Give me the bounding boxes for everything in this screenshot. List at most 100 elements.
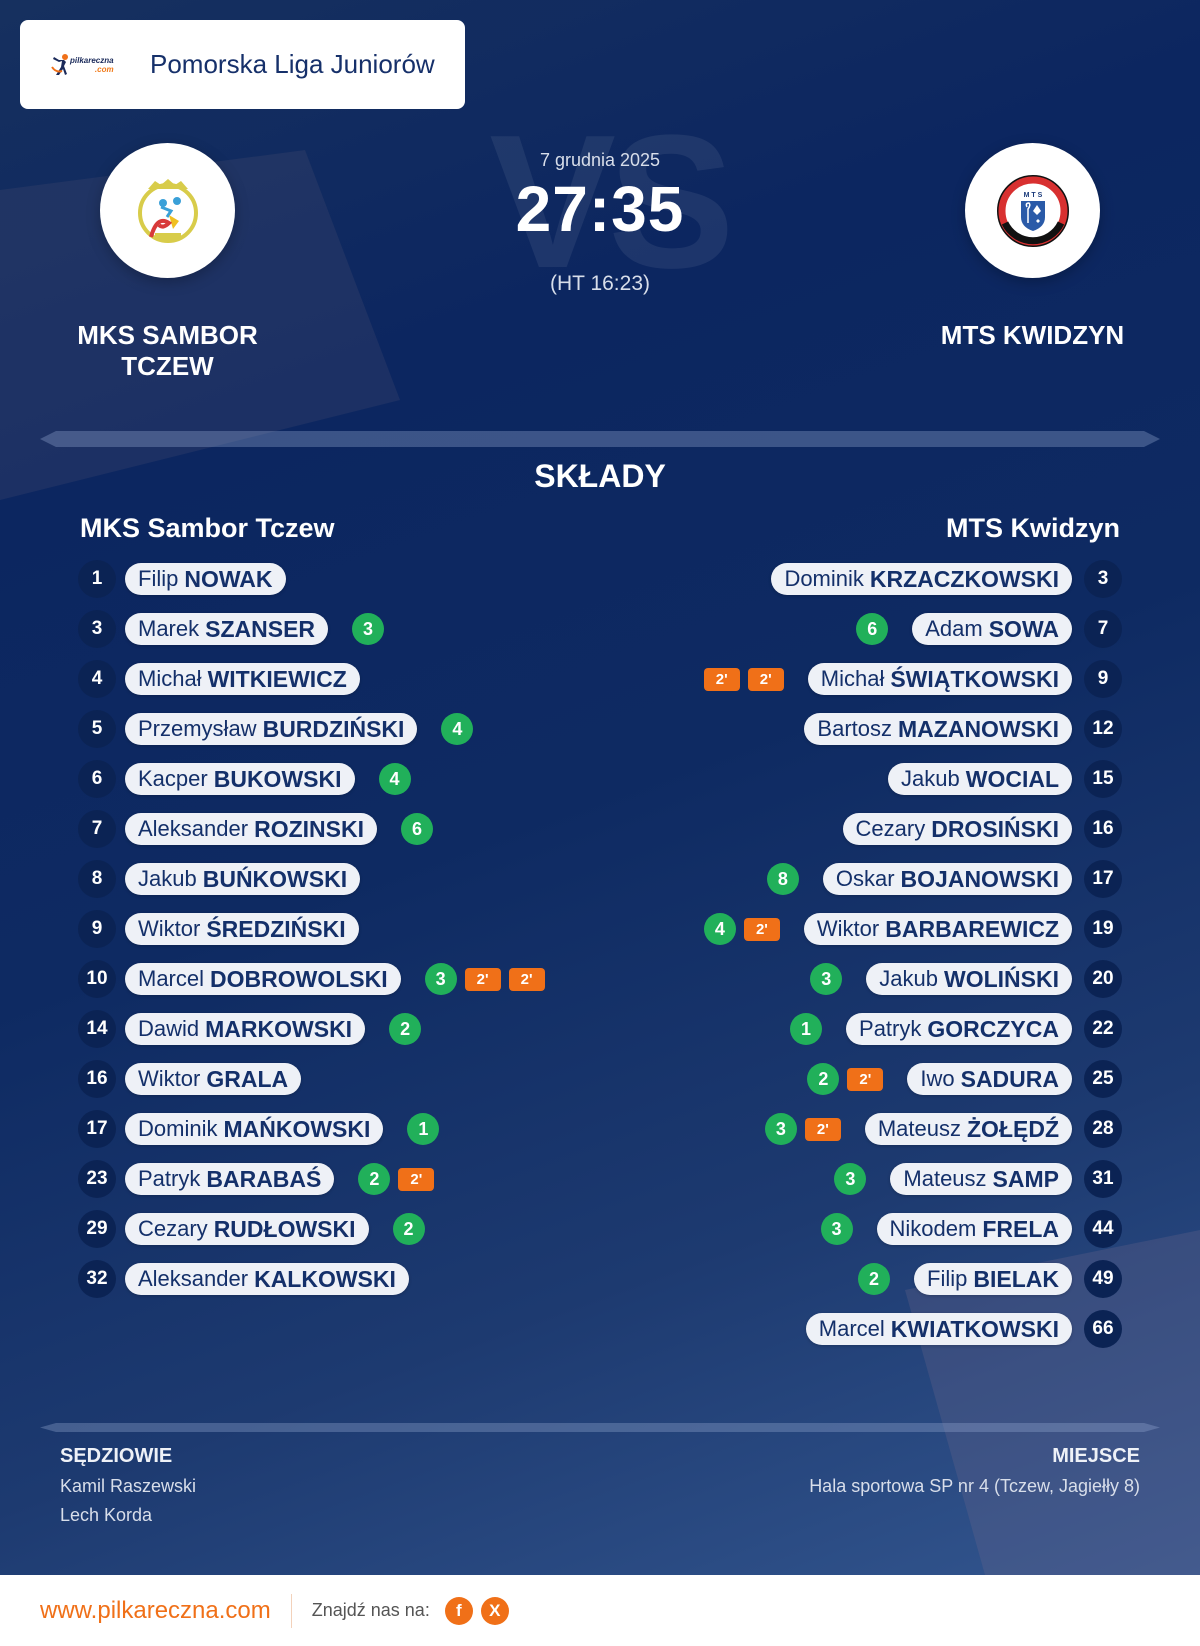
goals-badge: 3 [764,1113,797,1145]
player-row: Cezary DROSIŃSKI 16 [704,804,1122,854]
away-team-name: MTS KWIDZYN [940,320,1125,350]
referee-name: Lech Korda [60,1505,153,1525]
jersey-number: 31 [1084,1160,1122,1198]
player-first-name: Adam [925,616,983,641]
jersey-number: 66 [1084,1310,1122,1348]
pilkareczna-logo[interactable]: pilkareczna .com [50,50,130,80]
halftime-score: (HT 16:23) [550,272,650,295]
goals-badge: 4 [378,763,411,795]
player-name[interactable]: Nikodem FRELA [876,1213,1072,1245]
player-stats: 1 [407,1113,440,1145]
jersey-number: 19 [1084,910,1122,948]
x-icon[interactable]: X [480,1596,509,1625]
player-row: 8 Jakub BUŃKOWSKI [78,854,545,904]
player-row: Jakub WOCIAL 15 [704,754,1122,804]
player-last-name: FRELA [982,1215,1059,1242]
player-name[interactable]: Dominik KRZACZKOWSKI [771,563,1072,595]
penalty-badge: 2' [703,667,740,691]
player-row: 14 Dawid MARKOWSKI 2 [78,1004,545,1054]
player-first-name: Oskar [835,866,895,891]
goals-badge: 3 [834,1163,867,1195]
away-lineup-title: MTS Kwidzyn [946,513,1120,543]
player-stats: 2' 2' [703,667,784,691]
player-name[interactable]: Kacper BUKOWSKI [125,763,355,795]
jersey-number: 7 [1084,610,1122,648]
player-first-name: Michał [138,666,202,691]
referees-label: SĘDZIOWIE [60,1445,173,1467]
player-name[interactable]: Filip BIELAK [914,1263,1072,1295]
player-stats: 2 2' [358,1163,435,1195]
player-first-name: Dawid [138,1016,200,1041]
player-name[interactable]: Jakub BUŃKOWSKI [125,863,361,895]
player-name[interactable]: Dawid MARKOWSKI [125,1013,366,1045]
player-row: 23 Patryk BARABAŚ 2 2' [78,1154,545,1204]
goals-badge: 1 [407,1113,440,1145]
player-name[interactable]: Wiktor GRALA [125,1063,302,1095]
player-name[interactable]: Cezary RUDŁOWSKI [125,1213,369,1245]
player-stats: 6 [400,813,433,845]
player-name[interactable]: Mateusz SAMP [890,1163,1072,1195]
lineups-title: SKŁADY [534,458,666,494]
player-name[interactable]: Mateusz ŻOŁĘDŹ [864,1113,1072,1145]
venue-label: MIEJSCE [1052,1445,1140,1467]
footer-separator [290,1593,292,1628]
player-name[interactable]: Filip NOWAK [125,563,286,595]
player-name[interactable]: Patryk BARABAŚ [125,1163,335,1195]
player-row: 29 Cezary RUDŁOWSKI 2 [78,1204,545,1254]
website-link[interactable]: www.pilkareczna.com [40,1596,271,1624]
jersey-number: 20 [1084,960,1122,998]
player-last-name: BUKOWSKI [213,765,342,792]
player-last-name: ŚREDZIŃSKI [206,915,346,942]
player-name[interactable]: Marcel DOBROWOLSKI [125,963,401,995]
jersey-number: 8 [78,860,116,898]
goals-badge: 1 [790,1013,823,1045]
jersey-number: 29 [78,1210,116,1248]
player-name[interactable]: Wiktor ŚREDZIŃSKI [125,913,359,945]
player-row: 32 Aleksander KALKOWSKI [78,1254,545,1304]
player-name[interactable]: Aleksander KALKOWSKI [125,1263,409,1295]
player-name[interactable]: Aleksander ROZINSKI [125,813,377,845]
player-name[interactable]: Marcel KWIATKOWSKI [805,1313,1072,1345]
home-team-name: MKS SAMBOR TCZEW [65,320,270,382]
player-name[interactable]: Wiktor BARBAREWICZ [803,913,1072,945]
player-name[interactable]: Jakub WOCIAL [888,763,1072,795]
player-last-name: MAZANOWSKI [898,715,1059,742]
player-row: Dominik KRZACZKOWSKI 3 [704,554,1122,604]
player-last-name: WITKIEWICZ [207,665,347,692]
player-name[interactable]: Jakub WOLIŃSKI [866,963,1072,995]
player-name[interactable]: Dominik MAŃKOWSKI [125,1113,384,1145]
player-name[interactable]: Michał WITKIEWICZ [125,663,360,695]
league-header: pilkareczna .com Pomorska Liga Juniorów [20,20,465,109]
player-name[interactable]: Patryk GORCZYCA [846,1013,1072,1045]
goals-badge: 3 [352,613,385,645]
player-name[interactable]: Iwo SADURA [907,1063,1072,1095]
goals-badge: 3 [820,1213,853,1245]
jersey-number: 25 [1084,1060,1122,1098]
player-name[interactable]: Marek SZANSER [125,613,329,645]
player-name[interactable]: Bartosz MAZANOWSKI [804,713,1072,745]
section-divider [40,1423,1160,1432]
player-row: 10 Marcel DOBROWOLSKI 3 2' 2' [78,954,545,1004]
home-team-name-line1: MKS SAMBOR [77,320,258,350]
player-stats: 6 [856,613,889,645]
goals-badge: 3 [424,963,457,995]
player-name[interactable]: Adam SOWA [912,613,1072,645]
player-stats: 3 [820,1213,853,1245]
player-name[interactable]: Michał ŚWIĄTKOWSKI [807,663,1072,695]
player-name[interactable]: Oskar BOJANOWSKI [822,863,1072,895]
player-row: 1 Filip NOWAK [78,554,545,604]
sambor-crest-icon [137,178,198,243]
home-team-crest [100,143,235,278]
footer: www.pilkareczna.com Znajdź nas na: f X [0,1575,1200,1646]
player-name[interactable]: Cezary DROSIŃSKI [842,813,1072,845]
player-name[interactable]: Przemysław BURDZIŃSKI [125,713,418,745]
jersey-number: 9 [1084,660,1122,698]
player-first-name: Mateusz [877,1116,961,1141]
jersey-number: 9 [78,910,116,948]
player-last-name: SZANSER [205,615,316,642]
facebook-icon[interactable]: f [444,1596,473,1625]
player-row: 9 Wiktor ŚREDZIŃSKI [78,904,545,954]
player-last-name: BURDZIŃSKI [262,715,405,742]
player-first-name: Przemysław [138,716,257,741]
player-last-name: RUDŁOWSKI [213,1215,356,1242]
